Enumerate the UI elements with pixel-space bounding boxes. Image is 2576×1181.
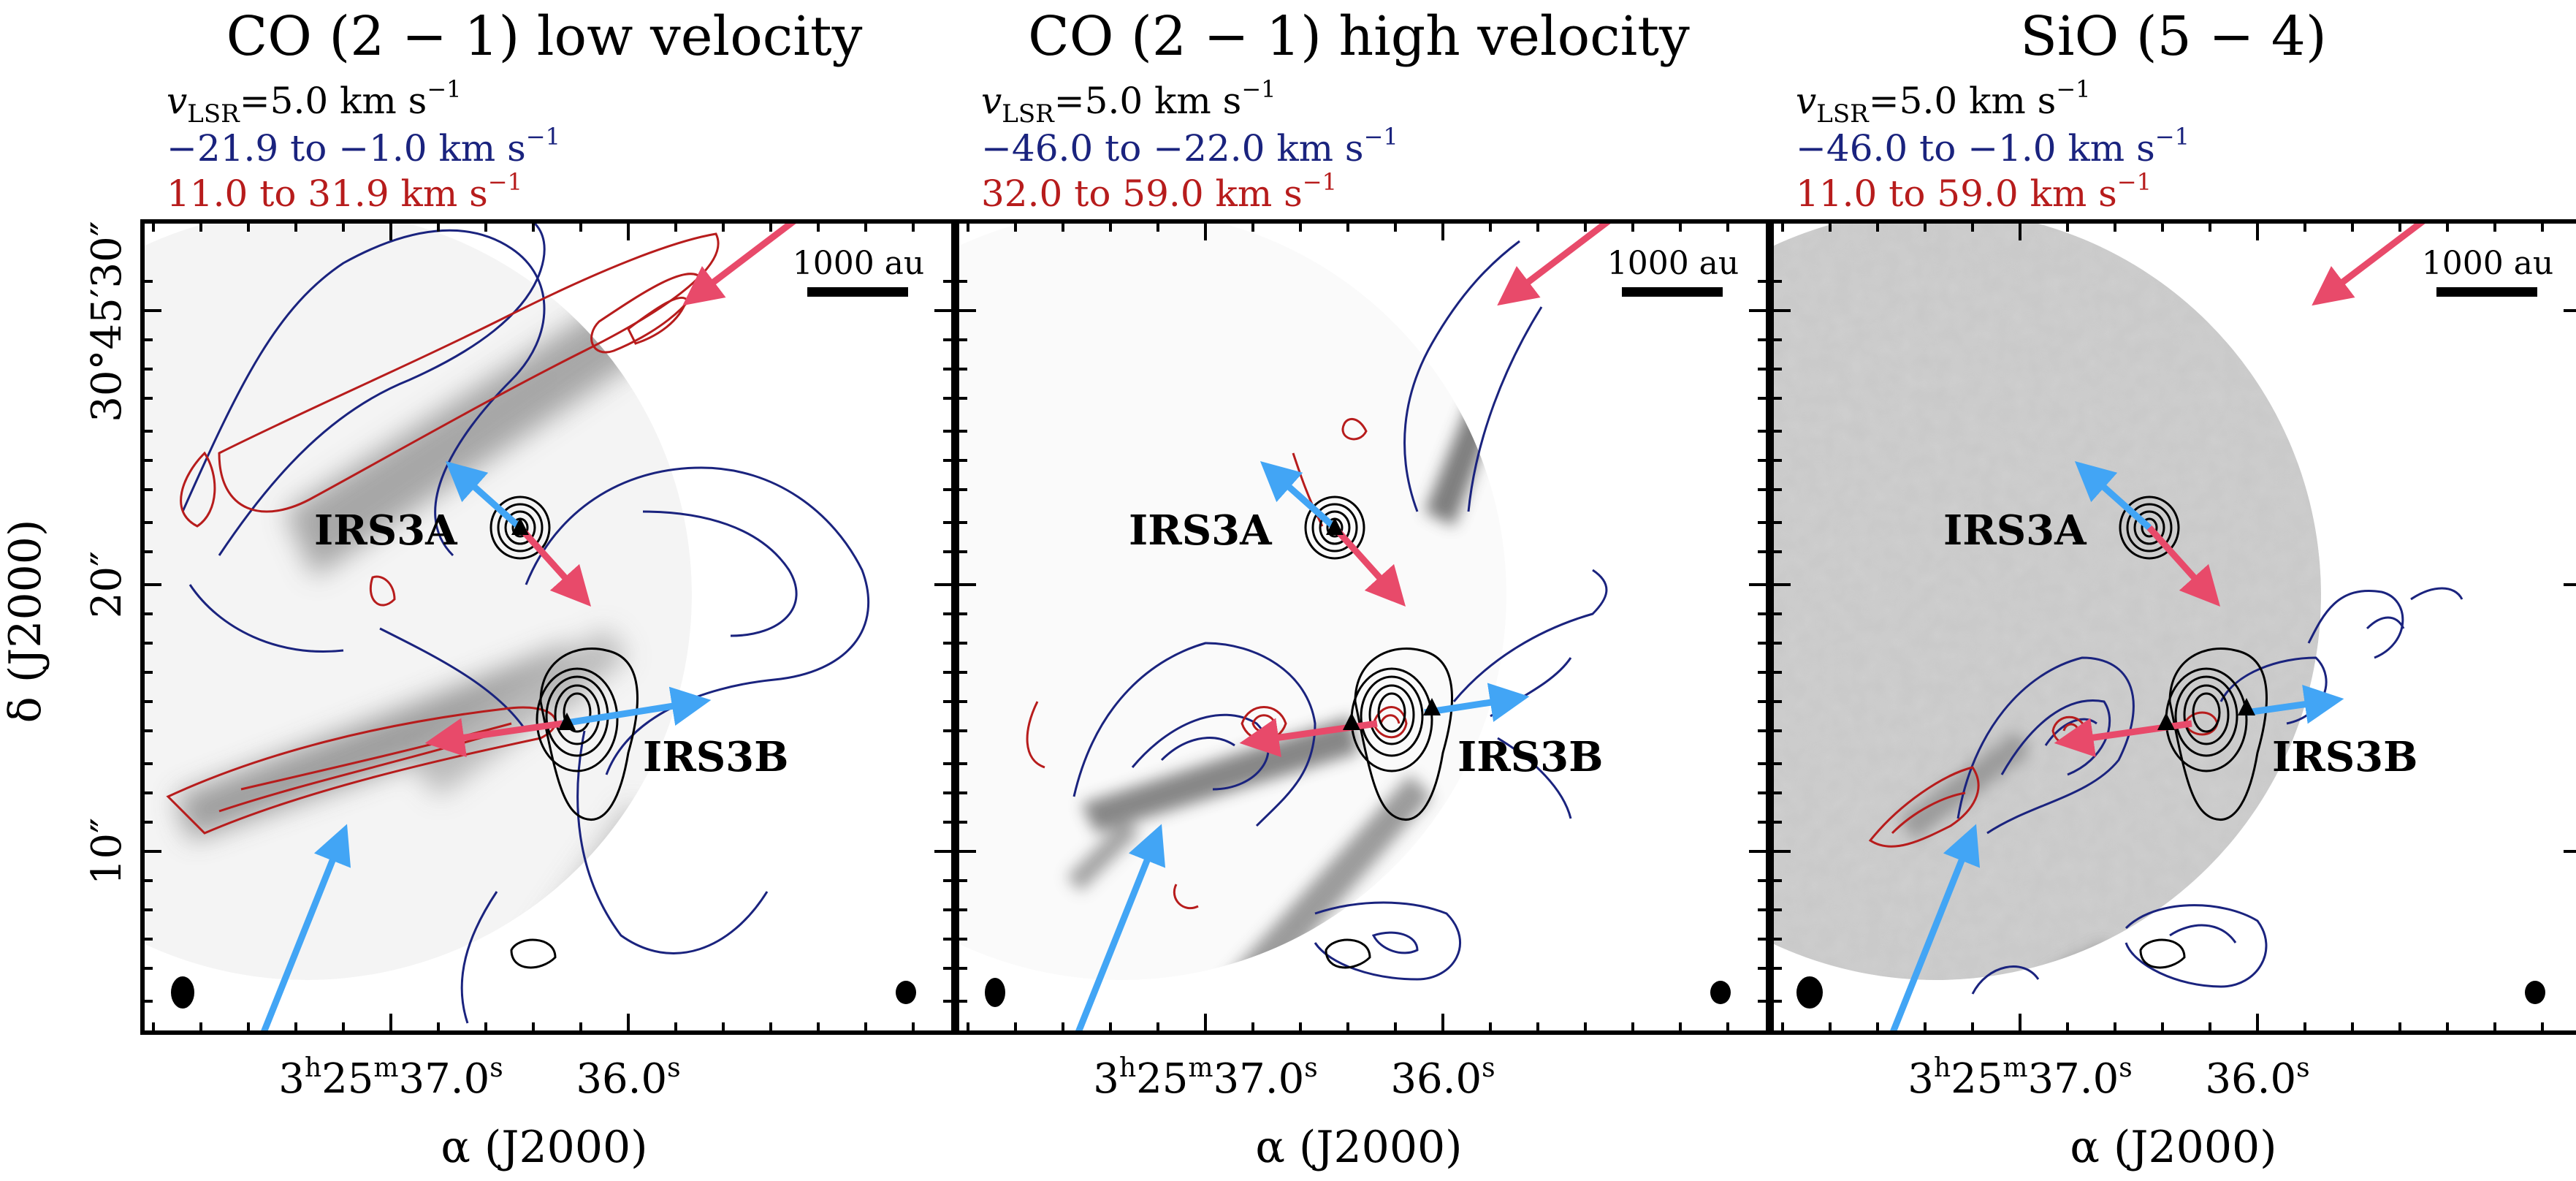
dec-tick-label: 10″ (83, 818, 131, 885)
red-outflow-arrow (517, 525, 592, 607)
panel-title: SiO (5 − 4) (2020, 5, 2327, 68)
velocity-info: vLSR=5.0 km s−1 −21.9 to −1.0 km s−1 11.… (167, 75, 560, 215)
irs3a-marker (1326, 517, 1344, 535)
map-area: 1000 au (1772, 221, 2554, 1033)
red-outflow-arrow (682, 221, 799, 306)
blue-outflow-arrow (1424, 683, 1530, 722)
red-velocity-range: 11.0 to 59.0 km s−1 (1796, 168, 2152, 215)
red-outflow-arrow (424, 718, 563, 758)
scalebar (2436, 287, 2537, 297)
panel-frame (1769, 219, 2576, 1035)
dec-tick-label: 30°45′30″ (83, 221, 131, 422)
dec-axis-label: δ (J2000) (0, 520, 51, 724)
ra-axis-label: α (J2000) (2070, 1122, 2276, 1173)
red-outflow-arrow (1497, 221, 1613, 306)
vlsr-label: vLSR=5.0 km s−1 (981, 75, 1276, 129)
panel-frame (955, 219, 1770, 1035)
scalebar (807, 287, 908, 297)
ra-axis-label: α (J2000) (1255, 1122, 1462, 1173)
blue-velocity-range: −46.0 to −22.0 km s−1 (981, 123, 1398, 170)
dec-tick-labels: 30°45′30″ 20″ 10″ δ (J2000) (0, 221, 131, 885)
irs3b-marker (1343, 713, 1360, 730)
beam-left (1796, 976, 1823, 1009)
irs3b-label: IRS3B (2272, 733, 2417, 781)
ra-tick-label: 3h25m37.0s (278, 1053, 503, 1103)
ra-axis-label: α (J2000) (441, 1122, 647, 1173)
red-velocity-range: 11.0 to 31.9 km s−1 (167, 168, 522, 215)
beam-right (1710, 981, 1731, 1004)
ra-tick-label: 36.0s (576, 1053, 680, 1103)
irs3b-secondary-marker (2238, 698, 2255, 715)
scalebar-label: 1000 au (1607, 245, 1739, 282)
beam-left (985, 978, 1005, 1007)
ra-tick-label: 36.0s (2205, 1053, 2309, 1103)
ra-tick-label: 3h25m37.0s (1908, 1053, 2132, 1103)
scalebar-label: 1000 au (2422, 245, 2554, 282)
irs3a-marker (511, 517, 529, 535)
panel-sio: SiO (5 − 4) vLSR=5.0 km s−1 −46.0 to −1.… (1769, 5, 2576, 1035)
tick-marks (142, 221, 2576, 1033)
map-area: 1000 au (142, 221, 925, 1033)
blue-outflow-arrow (2246, 684, 2344, 724)
blue-outflow-arrow (1889, 824, 1981, 1033)
panel-title: CO (2 − 1) low velocity (226, 5, 863, 68)
blue-outflow-arrow (1074, 824, 1166, 1033)
irs3b-marker (2157, 713, 2175, 730)
blue-outflow-arrow (2074, 461, 2152, 531)
red-outflow-arrow (2146, 525, 2221, 607)
panel-frame (140, 219, 956, 1035)
panel-co-high-velocity: CO (2 − 1) high velocity vLSR=5.0 km s−1… (955, 5, 1770, 1035)
beam-left (171, 976, 194, 1009)
blue-velocity-range: −46.0 to −1.0 km s−1 (1796, 123, 2190, 170)
scalebar-label: 1000 au (793, 245, 925, 282)
blue-outflow-arrow (259, 824, 351, 1033)
red-outflow-arrow (2312, 221, 2428, 306)
dec-tick-label: 20″ (83, 551, 131, 618)
blue-velocity-range: −21.9 to −1.0 km s−1 (167, 123, 560, 170)
beam-right (2525, 981, 2545, 1004)
irs3b-secondary-marker (1423, 698, 1441, 715)
red-outflow-arrow (1332, 525, 1406, 607)
panel-co-low-velocity: CO (2 − 1) low velocity vLSR=5.0 km s−1 … (140, 5, 956, 1035)
scalebar (1622, 287, 1723, 297)
irs3b-marker (558, 713, 576, 730)
velocity-info: vLSR=5.0 km s−1 −46.0 to −1.0 km s−1 11.… (1796, 75, 2190, 215)
map-area: 1000 au (957, 221, 1739, 1033)
red-velocity-range: 32.0 to 59.0 km s−1 (981, 168, 1337, 215)
irs3a-label: IRS3A (1129, 506, 1273, 555)
ra-tick-label: 3h25m37.0s (1093, 1053, 1317, 1103)
vlsr-label: vLSR=5.0 km s−1 (1796, 75, 2090, 129)
ra-tick-labels: 3h25m37.0s 36.0s α (J2000) 3h25m37.0s 36… (278, 1053, 2309, 1173)
irs3b-label: IRS3B (1457, 733, 1603, 781)
irs3a-label: IRS3A (314, 506, 458, 555)
irs3b-label: IRS3B (643, 733, 788, 781)
blue-outflow-arrow (1260, 461, 1337, 531)
ra-tick-label: 36.0s (1390, 1053, 1495, 1103)
irs3a-label: IRS3A (1943, 506, 2087, 555)
velocity-info: vLSR=5.0 km s−1 −46.0 to −22.0 km s−1 32… (981, 75, 1398, 215)
beam-right (896, 981, 916, 1004)
blue-outflow-arrow (445, 461, 522, 531)
vlsr-label: vLSR=5.0 km s−1 (167, 75, 461, 129)
panel-title: CO (2 − 1) high velocity (1028, 5, 1690, 68)
blue-outflow-arrow (562, 686, 712, 727)
